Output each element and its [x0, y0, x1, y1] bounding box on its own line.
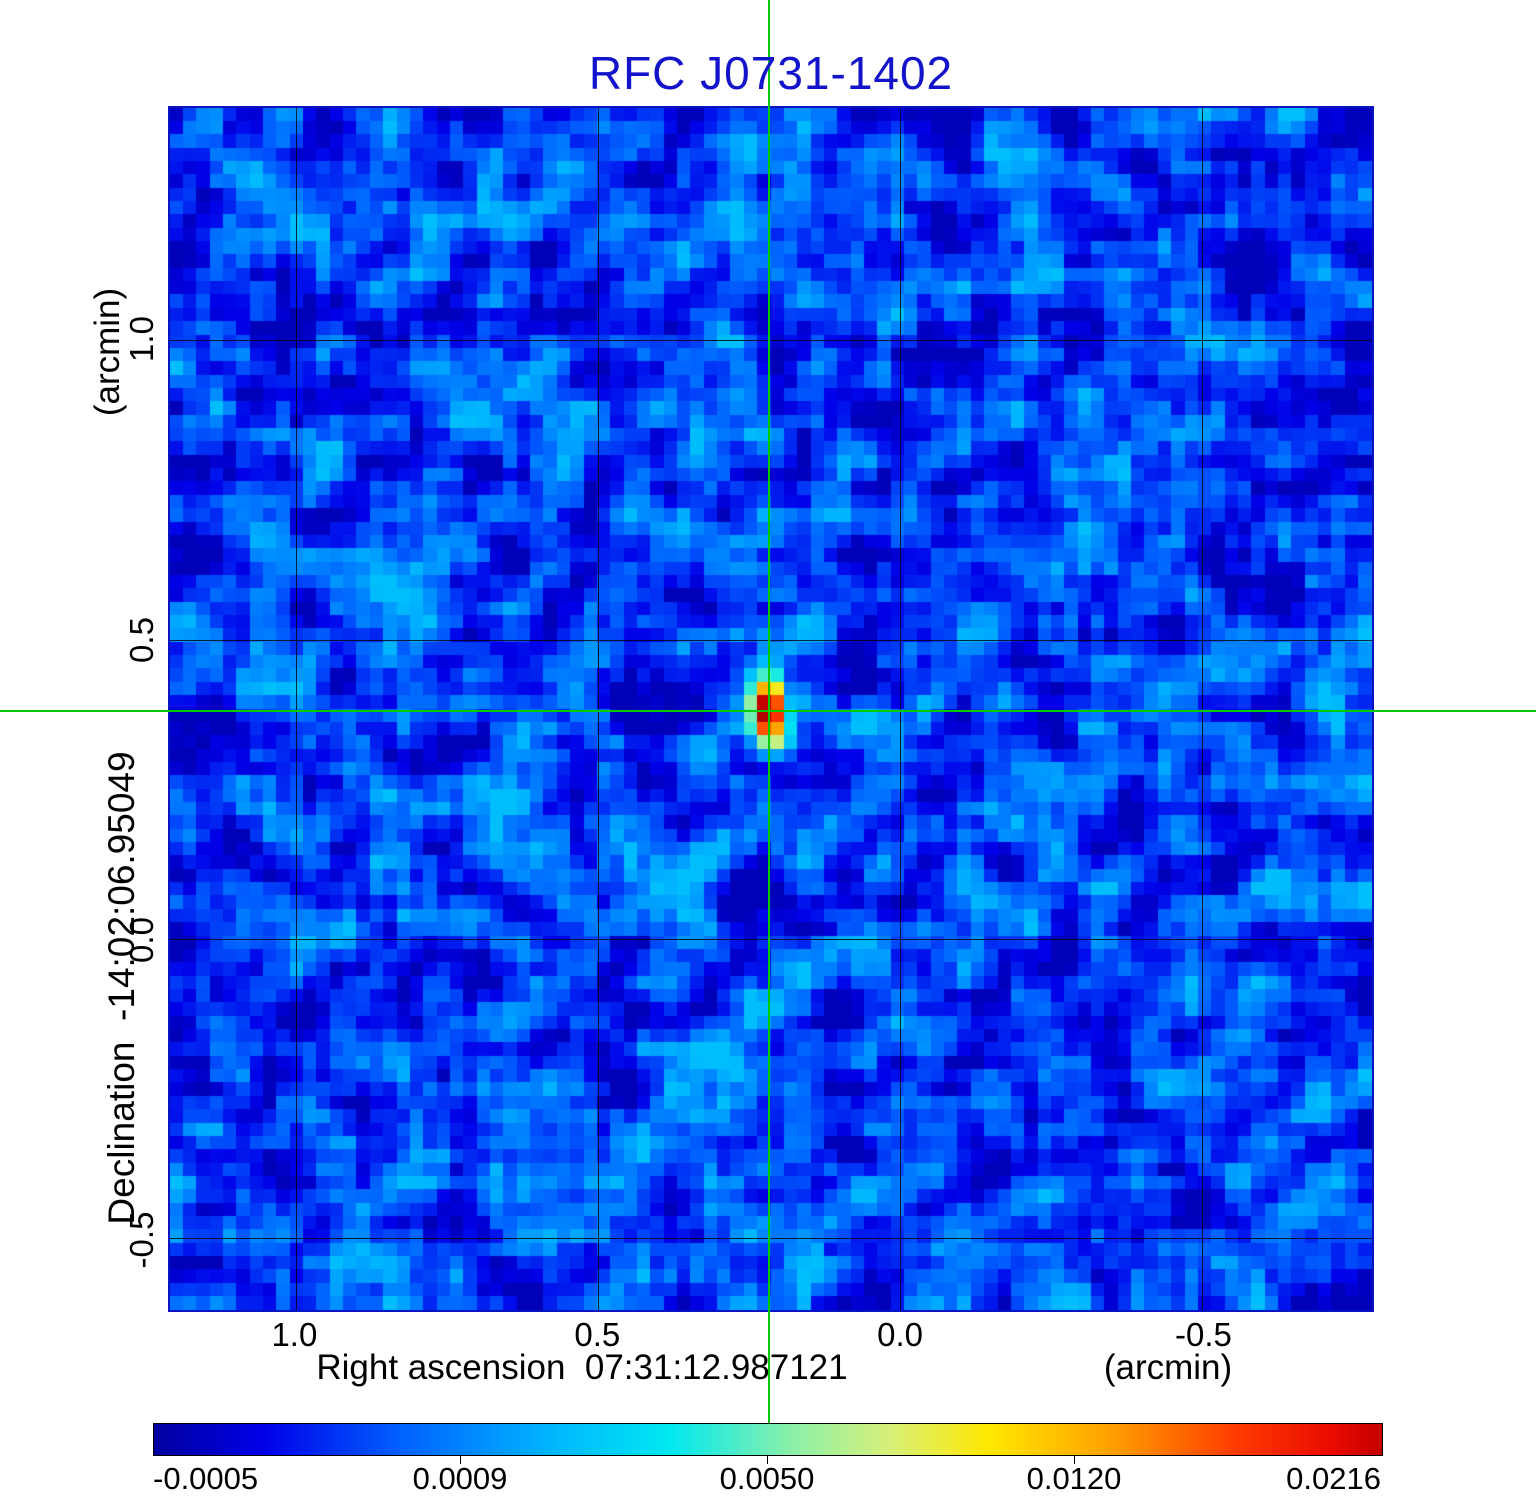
y-axis-label: Declination -14:02:06.95049 — [101, 751, 142, 1225]
colorbar-value-label: 0.0120 — [1026, 1461, 1122, 1496]
x-tick-row: 1.0 0.5 0.0 -0.5 — [168, 1316, 1374, 1354]
x-tick-label: 1.0 — [271, 1316, 318, 1353]
colorbar-tick — [767, 1455, 768, 1464]
x-axis-units-label: (arcmin) — [1103, 1348, 1233, 1387]
y-tick-label: 0.5 — [123, 616, 160, 663]
x-tick-label: -0.5 — [1175, 1316, 1232, 1353]
y-axis-units-label: (arcmin) — [88, 287, 127, 417]
chart-title: RFC J0731-1402 — [588, 47, 954, 99]
gridline-horizontal — [170, 938, 1372, 940]
x-axis-label: Right ascension 07:31:12.987121 — [316, 1348, 848, 1387]
colorbar — [153, 1423, 1383, 1456]
plot-area — [168, 106, 1374, 1312]
x-tick-label: 0.0 — [877, 1316, 923, 1353]
crosshair-horizontal-line — [0, 710, 1536, 712]
colorbar-tick — [1074, 1455, 1075, 1464]
gridline-vertical — [1202, 108, 1204, 1310]
gridline-horizontal — [170, 640, 1372, 641]
gridline-horizontal — [170, 1237, 1372, 1239]
gridline-vertical — [899, 108, 901, 1310]
gridline-horizontal — [170, 339, 1372, 341]
colorbar-tick — [460, 1455, 461, 1464]
x-tick-label: 0.5 — [574, 1316, 621, 1353]
colorbar-labels: -0.0005 0.0009 0.0050 0.0120 0.0216 — [153, 1461, 1381, 1497]
sky-image-canvas — [170, 108, 1372, 1310]
colorbar-value-label: 0.0216 — [1286, 1461, 1381, 1496]
gridline-vertical — [597, 108, 599, 1310]
colorbar-value-label: -0.0005 — [153, 1461, 259, 1496]
gridline-vertical — [295, 108, 297, 1310]
y-tick-label: 1.0 — [123, 315, 160, 362]
colorbar-value-label: 0.0050 — [719, 1461, 815, 1496]
colorbar-value-label: 0.0009 — [412, 1461, 508, 1496]
colorbar-gradient — [154, 1424, 1382, 1455]
colorbar-ticks — [153, 1455, 1381, 1465]
